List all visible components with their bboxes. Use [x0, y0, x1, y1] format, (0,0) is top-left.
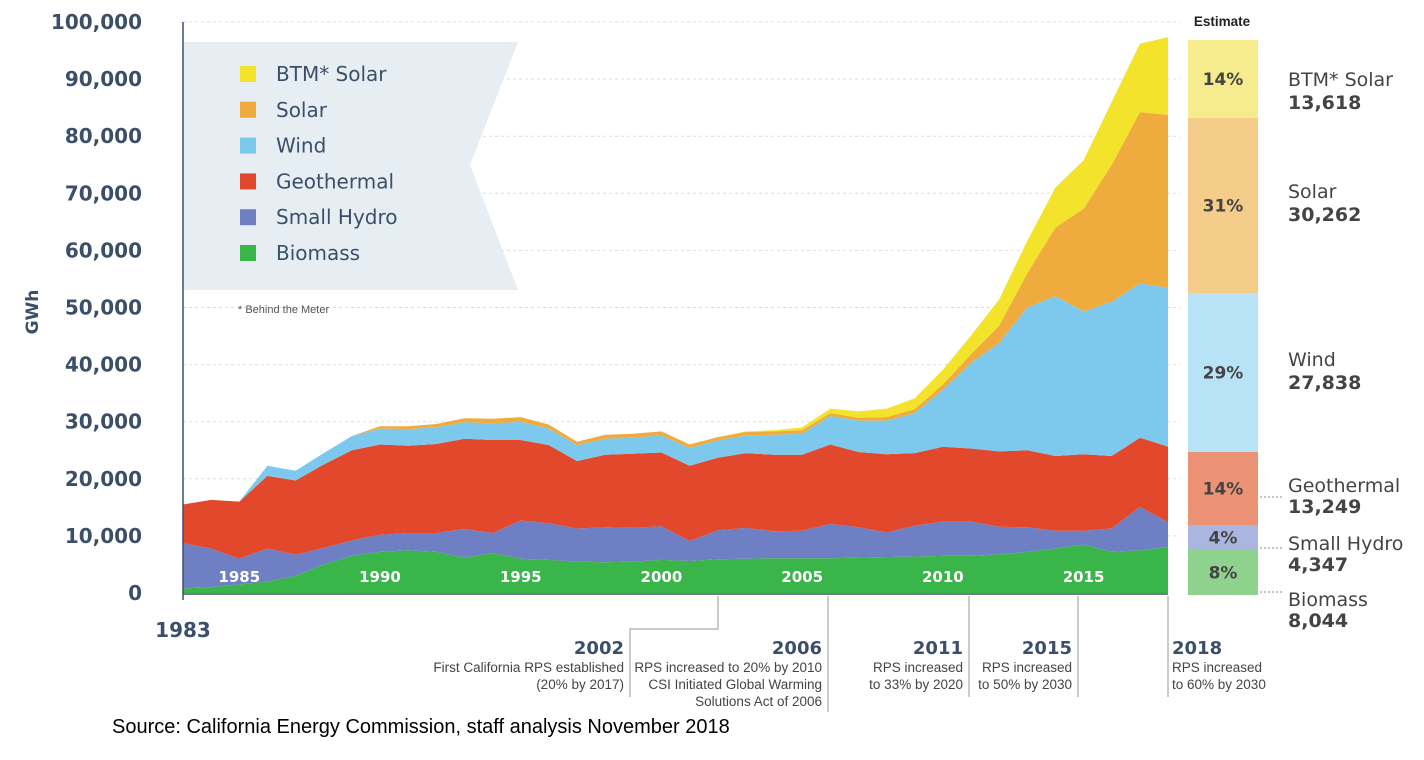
- event-text: RPS increased: [982, 660, 1072, 675]
- x-tick-label: 2000: [641, 568, 683, 586]
- legend-swatch-btm-solar: [240, 66, 256, 82]
- x-tick-labels: 1985 1990 1995 2000 2005 2010 2015: [218, 568, 1104, 586]
- source-note: Source: California Energy Commission, st…: [112, 716, 730, 738]
- area-geothermal: [183, 437, 1168, 559]
- legend-swatch-wind: [240, 137, 256, 154]
- area-small-hydro: [183, 506, 1168, 589]
- stacked-areas: [183, 37, 1168, 593]
- legend-label-wind: Wind: [276, 134, 326, 158]
- event-text: RPS increased: [873, 660, 963, 675]
- x-tick-label: 1995: [500, 568, 542, 586]
- legend-footnote: * Behind the Meter: [238, 304, 329, 316]
- x-tick-label: 2010: [922, 568, 964, 586]
- estimate-value-small-hydro: 4,347: [1288, 554, 1348, 576]
- x-start-label: 1983: [155, 618, 211, 642]
- event-year: 2002: [574, 638, 624, 659]
- event-text: First California RPS established: [433, 660, 624, 675]
- estimate-pct-geothermal: 14%: [1203, 480, 1244, 500]
- event-text: to 33% by 2020: [869, 677, 963, 692]
- y-tick-label: 10,000: [65, 524, 142, 548]
- event-text: to 60% by 2030: [1172, 677, 1266, 692]
- axes: 0 10,000 20,000 30,000 40,000 50,000 60,000 70,…: [51, 10, 1168, 642]
- event-text: RPS increased: [1172, 660, 1262, 675]
- estimate-pct-solar: 31%: [1203, 197, 1244, 217]
- estimate-name-small-hydro: Small Hydro: [1288, 533, 1403, 555]
- estimate-pct-small-hydro: 4%: [1209, 529, 1238, 549]
- legend: BTM* Solar Solar Wind Geothermal Small Hydro…: [240, 62, 398, 265]
- legend-label-btm-solar: BTM* Solar: [276, 62, 387, 86]
- event-connector: [629, 596, 719, 697]
- estimate-block-solar: [1188, 118, 1258, 293]
- estimate-block-small-hydro: [1188, 525, 1258, 550]
- event-text: CSI Initiated Global Warming: [648, 677, 822, 692]
- y-tick-label: 40,000: [65, 353, 142, 377]
- y-tick-label: 30,000: [65, 410, 142, 434]
- estimate-name-solar: Solar: [1288, 181, 1337, 203]
- y-tick-label: 20,000: [65, 467, 142, 491]
- estimate-pct-btm-solar: 14%: [1203, 70, 1244, 90]
- event-year: 2018: [1172, 638, 1222, 659]
- x-tick-label: 1990: [359, 568, 401, 586]
- event-text: (20% by 2017): [536, 677, 624, 692]
- y-axis-label: GWh: [23, 290, 43, 335]
- legend-swatch-biomass: [240, 245, 256, 261]
- y-tick-label: 80,000: [65, 124, 142, 148]
- estimate-title: Estimate: [1194, 14, 1251, 29]
- event-year: 2011: [913, 638, 963, 659]
- estimate-name-btm-solar: BTM* Solar: [1288, 69, 1393, 91]
- estimate-pct-biomass: 8%: [1209, 564, 1238, 584]
- y-tick-label: 0: [128, 581, 142, 605]
- y-tick-label: 100,000: [51, 10, 142, 34]
- estimate-value-biomass: 8,044: [1288, 610, 1348, 632]
- estimate-value-solar: 30,262: [1288, 204, 1361, 226]
- event-year: 2006: [772, 638, 822, 659]
- legend-banner: [183, 42, 518, 290]
- legend-label-biomass: Biomass: [276, 241, 360, 265]
- legend-label-solar: Solar: [276, 98, 328, 122]
- estimate-name-geothermal: Geothermal: [1288, 475, 1400, 497]
- x-tick-label: 2005: [781, 568, 823, 586]
- x-tick-label: 2015: [1063, 568, 1105, 586]
- legend-label-small-hydro: Small Hydro: [276, 205, 398, 229]
- estimate-pct-wind: 29%: [1203, 364, 1244, 384]
- estimate-value-wind: 27,838: [1288, 372, 1361, 394]
- legend-swatch-small-hydro: [240, 209, 256, 226]
- legend-label-geothermal: Geothermal: [276, 169, 394, 193]
- x-tick-label: 1985: [218, 568, 260, 586]
- y-tick-label: 60,000: [65, 238, 142, 262]
- event-text: RPS increased to 20% by 2010: [634, 660, 822, 675]
- y-tick-label: 90,000: [65, 67, 142, 91]
- area-wind: [183, 283, 1168, 505]
- area-solar: [183, 112, 1168, 505]
- legend-swatch-geothermal: [240, 173, 256, 190]
- event-text: to 50% by 2030: [978, 677, 1072, 692]
- y-tick-label: 70,000: [65, 181, 142, 205]
- estimate-name-wind: Wind: [1288, 349, 1336, 371]
- estimate-block-btm-solar: [1188, 40, 1258, 118]
- event-year: 2015: [1022, 638, 1072, 659]
- event-text: Solutions Act of 2006: [695, 694, 822, 709]
- renewable-generation-chart: 0 10,000 20,000 30,000 40,000 50,000 60,000 70,…: [23, 10, 1403, 712]
- estimate-value-btm-solar: 13,618: [1288, 92, 1361, 114]
- estimate-name-biomass: Biomass: [1288, 589, 1368, 611]
- estimate-block-biomass: [1188, 550, 1258, 595]
- legend-swatch-solar: [240, 101, 256, 118]
- y-tick-label: 50,000: [65, 296, 142, 320]
- area-biomass: [183, 544, 1168, 593]
- estimate-value-geothermal: 13,249: [1288, 496, 1361, 518]
- estimate-block-wind: [1188, 293, 1258, 452]
- estimate-block-geothermal: [1188, 452, 1258, 525]
